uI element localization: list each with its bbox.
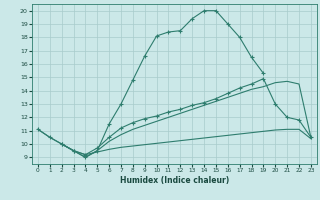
X-axis label: Humidex (Indice chaleur): Humidex (Indice chaleur) [120, 176, 229, 185]
